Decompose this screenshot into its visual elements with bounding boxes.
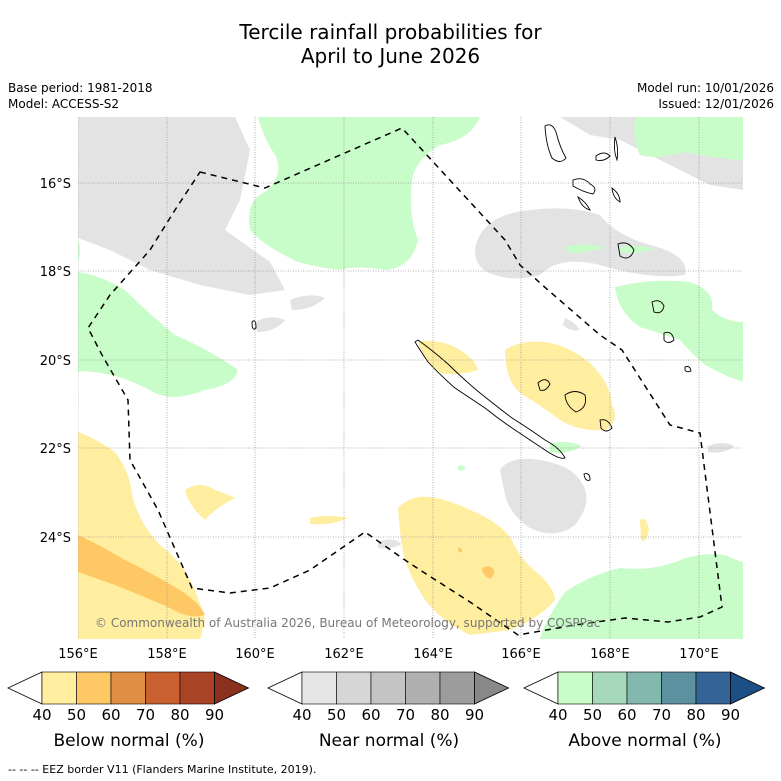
- colorbar-cell: [145, 671, 181, 705]
- colorbar-tick-label: 60: [617, 706, 636, 724]
- lon-label: 170°E: [679, 647, 719, 662]
- lon-label: 156°E: [58, 647, 98, 662]
- gridlines: [78, 117, 743, 639]
- colorbar-extend-high: [730, 671, 766, 705]
- colorbar-below-normal: 40 50 60 70 80 90: [7, 671, 250, 724]
- colorbar-tick-label: 40: [32, 706, 51, 724]
- colorbar-extend-high: [474, 671, 510, 705]
- lon-label: 168°E: [590, 647, 630, 662]
- colorbar-tick-label: 40: [548, 706, 567, 724]
- colorbar-tick-label: 40: [292, 706, 311, 724]
- colorbar-cell: [439, 671, 475, 705]
- lon-label: 160°E: [235, 647, 275, 662]
- lat-label: 24°S: [40, 531, 71, 546]
- lat-labels: 16°S 18°S 20°S 22°S 24°S: [40, 177, 71, 546]
- colorbar-above-normal: 40 50 60 70 80 90: [523, 671, 766, 724]
- title-line-2: April to June 2026: [300, 44, 481, 68]
- colorbar-cell: [661, 671, 697, 705]
- colorbar-tick-label: 70: [136, 706, 155, 724]
- colorbar-tick-label: 60: [101, 706, 120, 724]
- lon-label: 164°E: [413, 647, 453, 662]
- colorbar-cell: [695, 671, 731, 705]
- colorbar-tick-label: 70: [652, 706, 671, 724]
- lat-label: 20°S: [40, 354, 71, 369]
- copyright-text: © Commonwealth of Australia 2026, Bureau…: [95, 616, 600, 630]
- colorbar-cell: [557, 671, 593, 705]
- colorbar-tick-label: 80: [430, 706, 449, 724]
- lat-label: 18°S: [40, 265, 71, 280]
- colorbar-tick-label: 90: [465, 706, 484, 724]
- colorbar-tick-label: 90: [205, 706, 224, 724]
- lon-label: 162°E: [324, 647, 364, 662]
- eez-border: [87, 127, 723, 636]
- map-area: © Commonwealth of Australia 2026, Bureau…: [78, 117, 743, 639]
- model-name: Model: ACCESS-S2: [8, 97, 120, 111]
- colorbar-tick-label: 80: [686, 706, 705, 724]
- colorbar-tick-label: 60: [361, 706, 380, 724]
- colorbar-cell: [110, 671, 146, 705]
- colorbar-tick-label: 50: [327, 706, 346, 724]
- colorbar-tick-label: 80: [170, 706, 189, 724]
- issued-date: Issued: 12/01/2026: [658, 97, 774, 111]
- colorbar-near-normal: 40 50 60 70 80 90: [267, 671, 510, 724]
- below-normal-regions: [78, 340, 649, 639]
- lat-label: 16°S: [40, 177, 71, 192]
- colorbar-tick-label: 90: [721, 706, 740, 724]
- lon-label: 166°E: [501, 647, 541, 662]
- lat-label: 22°S: [40, 442, 71, 457]
- eez-footer: -- -- -- EEZ border V11 (Flanders Marine…: [8, 763, 317, 776]
- colorbar-cell: [301, 671, 337, 705]
- colorbar-cell: [336, 671, 372, 705]
- colorbar-extend-high: [214, 671, 250, 705]
- coastlines: [251, 124, 692, 481]
- near-normal-title: Near normal (%): [318, 731, 460, 751]
- colorbar-cell: [626, 671, 662, 705]
- title-line-1: Tercile rainfall probabilities for: [239, 20, 542, 44]
- colorbar-extend-low: [7, 671, 43, 705]
- lon-labels: 156°E 158°E 160°E 162°E 164°E 166°E 168°…: [58, 647, 719, 662]
- model-run: Model run: 10/01/2026: [636, 81, 774, 95]
- colorbar-tick-label: 50: [67, 706, 86, 724]
- below-normal-title: Below normal (%): [53, 731, 205, 751]
- colorbar-cell: [179, 671, 215, 705]
- lon-label: 158°E: [147, 647, 187, 662]
- colorbar-cell: [76, 671, 112, 705]
- colorbar-extend-low: [267, 671, 303, 705]
- colorbar-cell: [370, 671, 406, 705]
- colorbar-cell: [592, 671, 628, 705]
- colorbar-tick-label: 50: [583, 706, 602, 724]
- colorbar-tick-label: 70: [396, 706, 415, 724]
- base-period: Base period: 1981-2018: [8, 81, 153, 95]
- colorbar-extend-low: [523, 671, 559, 705]
- colorbar-cell: [41, 671, 77, 705]
- colorbar-cell: [405, 671, 441, 705]
- above-normal-title: Above normal (%): [568, 731, 722, 751]
